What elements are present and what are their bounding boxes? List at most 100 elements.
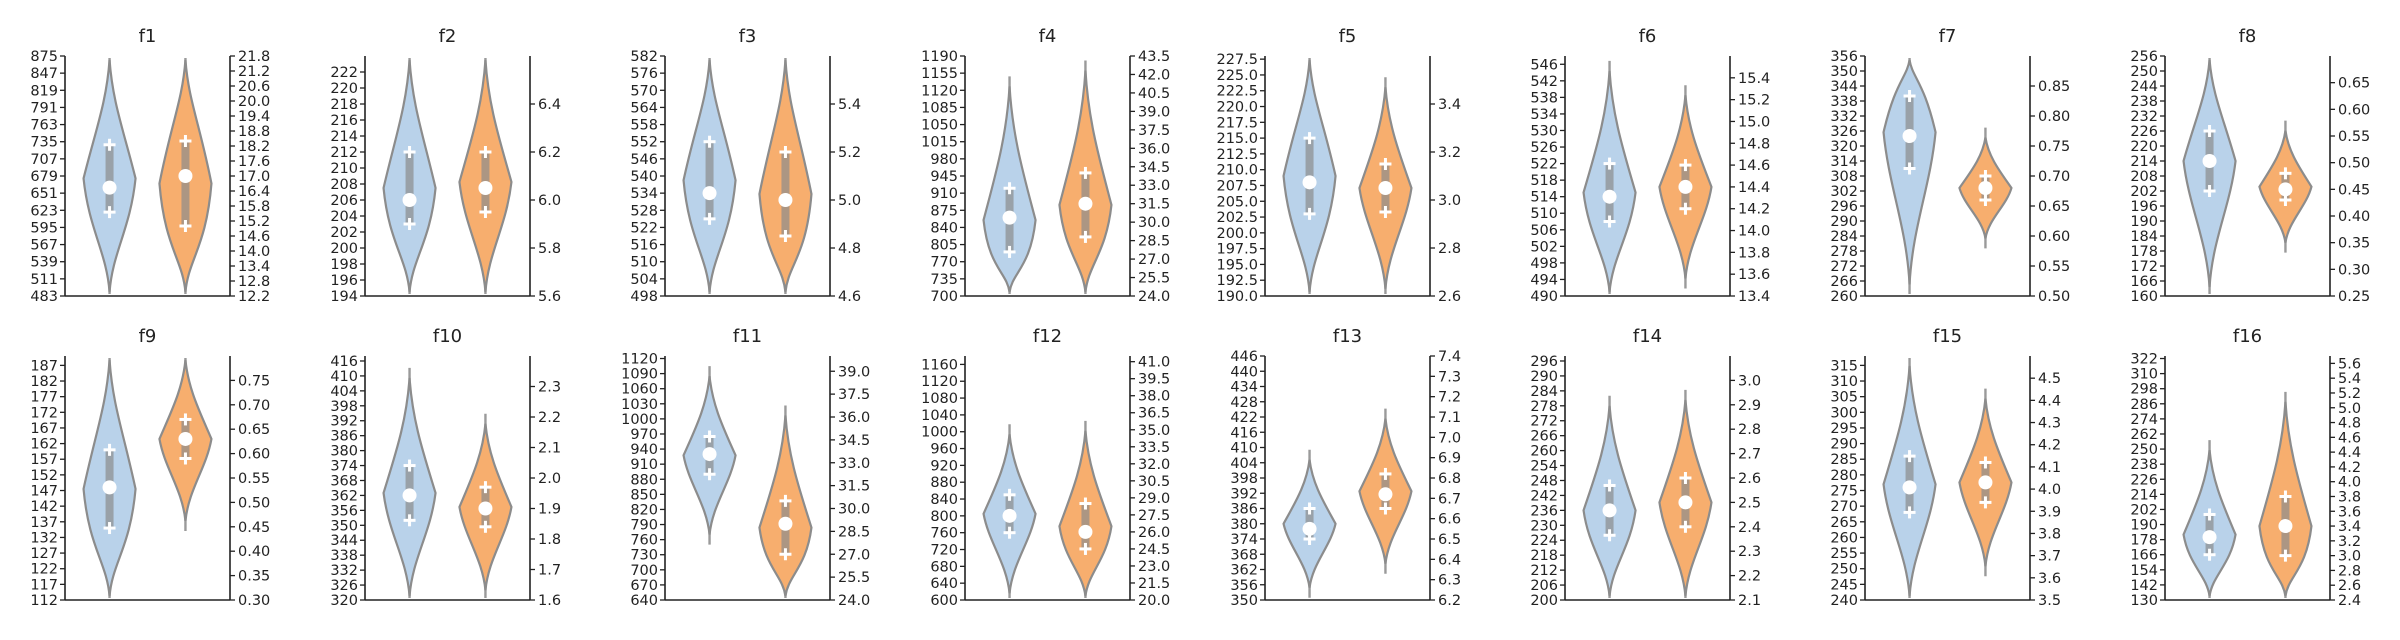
left-tick-label: 314 — [1830, 154, 1858, 170]
mean-marker — [1902, 129, 1917, 143]
left-tick-label: 266 — [1830, 274, 1858, 290]
left-tick-label: 177 — [30, 390, 58, 406]
left-tick-label: 362 — [1230, 563, 1258, 579]
left-tick-label: 564 — [630, 100, 658, 116]
right-tick-label: 31.5 — [838, 479, 870, 495]
left-tick-label: 178 — [2130, 244, 2158, 260]
right-tick-label: 6.7 — [1438, 491, 1461, 507]
right-tick-label: 0.40 — [2338, 209, 2370, 225]
left-tick-label: 386 — [330, 429, 358, 445]
left-tick-label: 1160 — [921, 357, 958, 373]
panel-title: f6 — [1639, 26, 1657, 47]
panel-title: f13 — [1333, 326, 1362, 347]
right-tick-label: 0.85 — [2038, 79, 2070, 95]
left-tick-label: 576 — [630, 66, 658, 82]
left-tick-label: 315 — [1830, 358, 1858, 374]
right-tick-label: 0.55 — [238, 471, 270, 487]
left-tick-label: 735 — [30, 135, 58, 151]
left-tick-label: 270 — [1830, 499, 1858, 515]
left-tick-label: 172 — [30, 405, 58, 421]
left-tick-label: 770 — [930, 255, 958, 271]
left-tick-label: 1060 — [621, 382, 658, 398]
right-tick-label: 0.70 — [2038, 169, 2070, 185]
left-tick-label: 356 — [1830, 49, 1858, 65]
left-tick-label: 207.5 — [1216, 178, 1258, 194]
left-tick-label: 212 — [1530, 563, 1558, 579]
left-tick-label: 528 — [630, 203, 658, 219]
left-tick-label: 538 — [1530, 90, 1558, 106]
left-tick-label: 198 — [330, 257, 358, 273]
right-tick-label: 33.0 — [1138, 178, 1170, 194]
left-tick-label: 206 — [330, 193, 358, 209]
left-tick-label: 240 — [1830, 593, 1858, 609]
panel-title: f1 — [139, 26, 157, 47]
left-tick-label: 182 — [30, 374, 58, 390]
left-tick-label: 208 — [330, 177, 358, 193]
left-tick-label: 582 — [630, 49, 658, 65]
left-tick-label: 840 — [930, 220, 958, 236]
left-tick-label: 280 — [1830, 468, 1858, 484]
left-tick-label: 272 — [1830, 259, 1858, 275]
left-tick-label: 700 — [930, 289, 958, 305]
left-tick-label: 284 — [1530, 384, 1558, 400]
left-tick-label: 374 — [1230, 532, 1258, 548]
right-tick-label: 0.35 — [2338, 236, 2370, 252]
right-tick-label: 2.1 — [1738, 593, 1761, 609]
left-tick-label: 238 — [2130, 457, 2158, 473]
left-tick-label: 790 — [630, 518, 658, 534]
left-tick-label: 242 — [1530, 488, 1558, 504]
left-tick-label: 1030 — [621, 397, 658, 413]
left-tick-label: 222 — [330, 65, 358, 81]
left-tick-label: 332 — [1830, 109, 1858, 125]
left-tick-label: 880 — [630, 472, 658, 488]
left-tick-label: 290 — [1530, 369, 1558, 385]
left-tick-label: 679 — [30, 169, 58, 185]
left-tick-label: 202 — [2130, 502, 2158, 518]
left-tick-label: 1000 — [921, 425, 958, 441]
right-tick-label: 30.0 — [838, 502, 870, 518]
left-tick-label: 272 — [1530, 414, 1558, 430]
iqr-box — [405, 152, 414, 224]
right-tick-label: 2.0 — [538, 471, 561, 487]
left-tick-label: 166 — [2130, 548, 2158, 564]
mean-marker — [478, 181, 493, 195]
left-tick-label: 368 — [1230, 547, 1258, 563]
mean-marker — [2278, 182, 2293, 197]
panel-title: f11 — [733, 326, 762, 347]
left-tick-label: 214 — [2130, 154, 2158, 170]
left-tick-label: 290 — [1830, 437, 1858, 453]
left-tick-label: 295 — [1830, 421, 1858, 437]
left-tick-label: 386 — [1230, 502, 1258, 518]
right-tick-label: 13.4 — [238, 259, 270, 275]
left-tick-label: 1120 — [621, 352, 658, 368]
right-tick-label: 6.9 — [1438, 451, 1461, 467]
right-tick-label: 3.6 — [2338, 504, 2361, 520]
left-tick-label: 763 — [30, 118, 58, 134]
right-tick-label: 5.2 — [2338, 386, 2361, 402]
left-tick-label: 157 — [30, 452, 58, 468]
right-tick-label: 2.7 — [1738, 447, 1761, 463]
mean-marker — [402, 488, 417, 503]
right-tick-label: 7.4 — [1438, 349, 1461, 365]
right-tick-label: 28.5 — [1138, 234, 1170, 250]
right-tick-label: 28.5 — [838, 524, 870, 540]
left-tick-label: 404 — [1230, 456, 1258, 472]
right-tick-label: 15.2 — [238, 214, 270, 230]
right-tick-label: 0.50 — [238, 495, 270, 511]
right-tick-label: 6.2 — [1438, 593, 1461, 609]
left-tick-label: 255 — [1830, 546, 1858, 562]
panel-title: f7 — [1939, 26, 1957, 47]
right-tick-label: 0.40 — [238, 544, 270, 560]
right-tick-label: 2.8 — [2338, 563, 2361, 579]
right-tick-label: 16.4 — [238, 184, 270, 200]
right-tick-label: 5.8 — [538, 241, 561, 257]
left-tick-label: 760 — [930, 526, 958, 542]
left-tick-label: 332 — [330, 563, 358, 579]
left-tick-label: 194 — [330, 289, 358, 305]
panel-f13: f133503563623683743803863923984044104164… — [1230, 326, 1461, 609]
left-tick-label: 514 — [1530, 190, 1558, 206]
right-tick-label: 33.5 — [1138, 440, 1170, 456]
left-tick-label: 260 — [1530, 444, 1558, 460]
mean-marker — [1378, 181, 1393, 195]
